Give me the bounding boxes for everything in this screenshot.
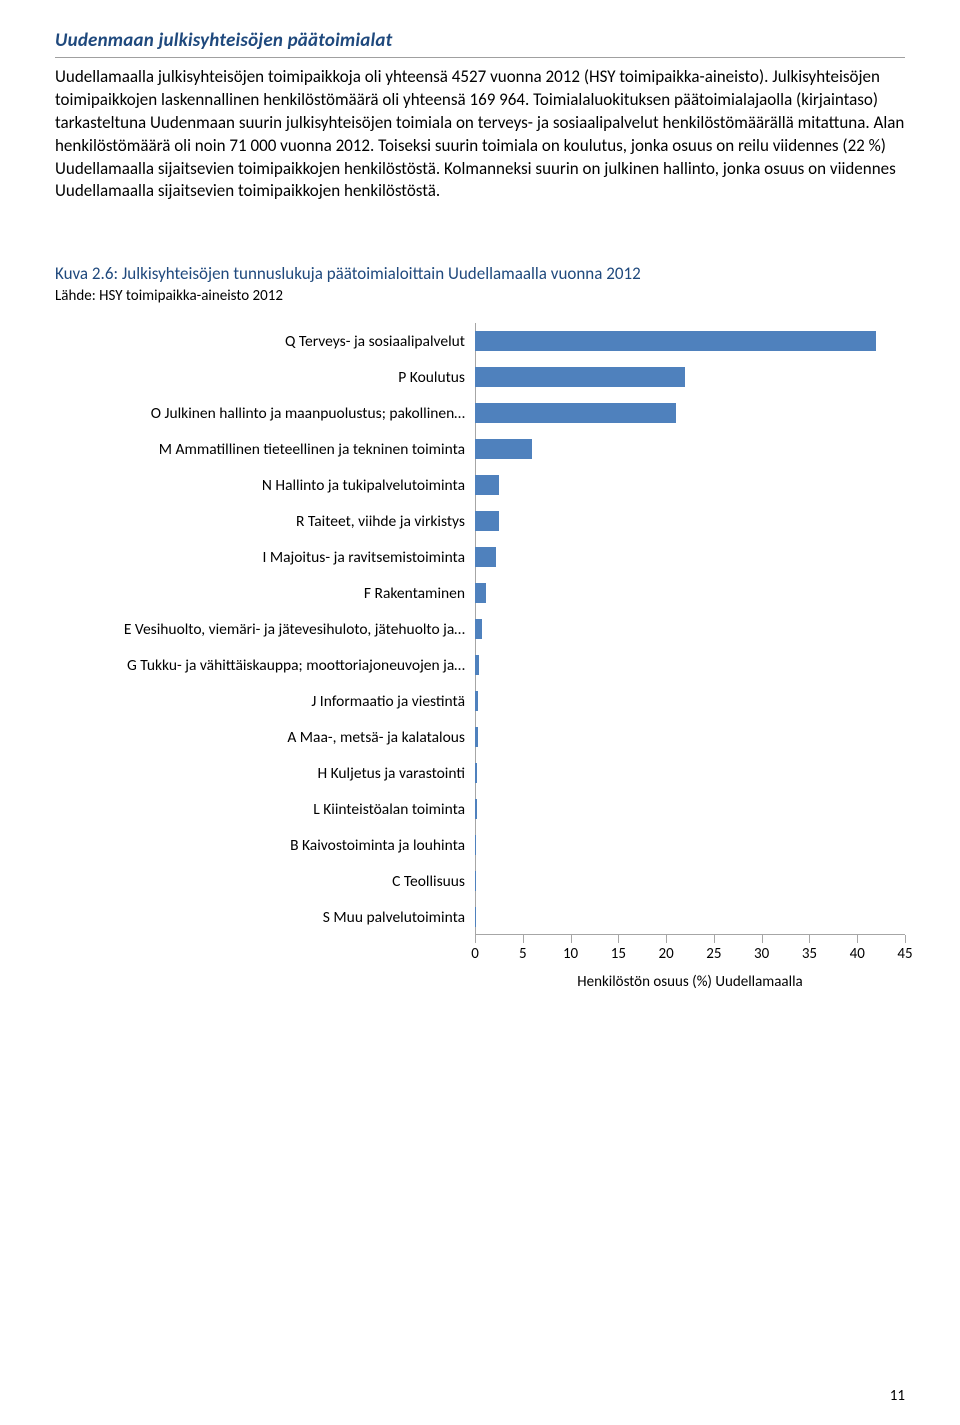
- x-tick: [666, 935, 667, 943]
- page-number: 11: [890, 1387, 905, 1405]
- y-label: R Taiteet, viihde ja virkistys: [55, 513, 465, 530]
- section-underline: [55, 57, 905, 58]
- bar: [475, 871, 476, 891]
- x-tick: [475, 935, 476, 943]
- bar: [475, 403, 676, 423]
- y-label: L Kiinteistöalan toiminta: [55, 801, 465, 818]
- x-tick: [523, 935, 524, 943]
- y-label: I Majoitus- ja ravitsemistoiminta: [55, 549, 465, 566]
- y-label: E Vesihuolto, viemäri- ja jätevesihuloto…: [55, 621, 465, 638]
- x-tick-label: 10: [563, 945, 578, 963]
- figure-caption: Kuva 2.6: Julkisyhteisöjen tunnuslukuja …: [55, 263, 905, 284]
- x-tick-label: 40: [850, 945, 865, 963]
- x-tick-label: 5: [519, 945, 527, 963]
- x-axis-title: Henkilöstön osuus (%) Uudellamaalla: [475, 973, 905, 991]
- y-label: S Muu palvelutoiminta: [55, 909, 465, 926]
- bar: [475, 691, 478, 711]
- y-label: H Kuljetus ja varastointi: [55, 765, 465, 782]
- y-label: N Hallinto ja tukipalvelutoiminta: [55, 477, 465, 494]
- x-tick: [762, 935, 763, 943]
- body-paragraph: Uudellamaalla julkisyhteisöjen toimipaik…: [55, 66, 905, 204]
- y-label: C Teollisuus: [55, 873, 465, 890]
- y-label: Q Terveys- ja sosiaalipalvelut: [55, 333, 465, 350]
- x-tick: [857, 935, 858, 943]
- bar: [475, 619, 482, 639]
- bar: [475, 475, 499, 495]
- x-tick-label: 25: [706, 945, 721, 963]
- x-tick: [809, 935, 810, 943]
- bar: [475, 367, 685, 387]
- x-tick-label: 30: [754, 945, 769, 963]
- y-label: A Maa-, metsä- ja kalatalous: [55, 729, 465, 746]
- y-label: F Rakentaminen: [55, 585, 465, 602]
- bar-chart: Q Terveys- ja sosiaalipalvelut P Koulutus…: [55, 323, 905, 995]
- bar: [475, 835, 476, 855]
- bar: [475, 547, 496, 567]
- y-label: M Ammatillinen tieteellinen ja tekninen …: [55, 441, 465, 458]
- x-tick: [714, 935, 715, 943]
- x-tick-label: 35: [802, 945, 817, 963]
- x-tick-label: 20: [659, 945, 674, 963]
- figure-caption-label: Kuva 2.6:: [55, 263, 118, 284]
- bar: [475, 763, 477, 783]
- bar: [475, 439, 532, 459]
- figure-source: Lähde: HSY toimipaikka-aineisto 2012: [55, 287, 905, 305]
- bar: [475, 583, 486, 603]
- y-label: O Julkinen hallinto ja maanpuolustus; pa…: [55, 405, 465, 422]
- x-tick-label: 15: [611, 945, 626, 963]
- section-heading: Uudenmaan julkisyhteisöjen päätoimialat: [55, 30, 905, 53]
- bar: [475, 655, 479, 675]
- y-label: J Informaatio ja viestintä: [55, 693, 465, 710]
- y-label: G Tukku- ja vähittäiskauppa; moottoriajo…: [55, 657, 465, 674]
- bar: [475, 331, 876, 351]
- x-tick: [571, 935, 572, 943]
- x-tick-label: 0: [471, 945, 479, 963]
- bar: [475, 511, 499, 531]
- x-tick: [618, 935, 619, 943]
- x-axis-line: [475, 934, 905, 935]
- x-tick-label: 45: [897, 945, 912, 963]
- x-tick: [905, 935, 906, 943]
- y-label: P Koulutus: [55, 369, 465, 386]
- figure-caption-rest: Julkisyhteisöjen tunnuslukuja päätoimial…: [118, 263, 641, 284]
- y-label: B Kaivostoiminta ja louhinta: [55, 837, 465, 854]
- plot-area: 051015202530354045: [475, 323, 905, 963]
- bar: [475, 799, 477, 819]
- bar: [475, 727, 478, 747]
